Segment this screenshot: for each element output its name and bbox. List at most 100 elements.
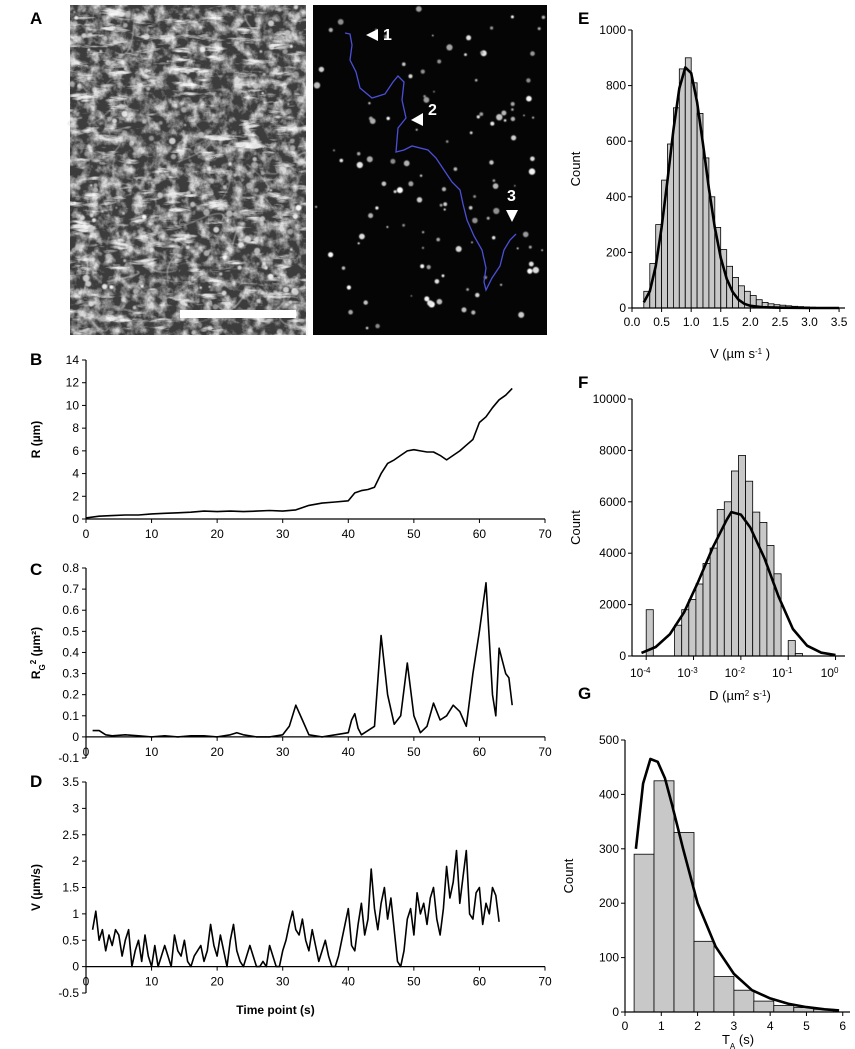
chart-d-velocity: -0.5 0 0.5 1 1.5 2 2.5 3 3.5 0 10 20 30 40 50 60 70 V (µm… (29, 775, 552, 1017)
y-tick-label: 2.5 (62, 828, 79, 842)
x-tick-label: 40 (342, 745, 356, 759)
fit-curve (641, 510, 836, 657)
y-tick-label: 10000 (593, 392, 627, 406)
x-tick-label: 20 (210, 975, 224, 989)
x-tick-label: 2.0 (742, 315, 759, 329)
scale-bar (180, 310, 296, 318)
y-tick-label: 300 (599, 842, 619, 856)
chart-e-velocity-histogram: 0 200 400 600 800 1000 0.0 0.5 1.0 1.5 2.0 2.5 3.0 3.… (568, 23, 848, 361)
x-tick-label: 50 (407, 745, 421, 759)
track-marker-1: 1 (383, 27, 392, 44)
y-tick-label: 0.8 (62, 561, 79, 575)
y-axis-label: V (µm/s) (29, 864, 43, 911)
chart-g-dwell-histogram: 0 100 200 300 400 500 0 1 2 3 4 5 6 Count TA (s) (561, 733, 850, 1049)
histogram-bar (738, 455, 746, 657)
y-axis-label: R (µm) (29, 421, 43, 459)
histogram-bar (653, 780, 675, 1013)
y-axis-label: RG2 (µm²) (29, 627, 47, 679)
x-tick-label: 20 (210, 527, 224, 541)
x-tick-label: 10-4 (630, 666, 651, 681)
histogram-bar (673, 107, 680, 309)
track-marker-3-arrow (506, 210, 518, 222)
x-tick-label: 1 (658, 1019, 665, 1033)
histogram-bar (673, 832, 695, 1013)
y-tick-label: 0.7 (62, 582, 79, 596)
y-tick-label: 4 (72, 467, 79, 481)
x-tick-label: 10 (145, 745, 159, 759)
y-tick-label: 0 (612, 1005, 619, 1019)
y-tick-label: 0 (72, 960, 79, 974)
histogram-bar (733, 989, 755, 1013)
y-axis-label: Count (568, 151, 583, 186)
x-tick-label: 20 (210, 745, 224, 759)
x-tick-label: 10 (145, 975, 159, 989)
panel-label-f: F (578, 373, 588, 392)
x-tick-label: 60 (473, 975, 487, 989)
y-tick-label: 1.5 (62, 881, 79, 895)
y-tick-label: 0 (72, 512, 79, 526)
y-tick-label: 200 (599, 896, 619, 910)
histogram-bar (745, 480, 754, 657)
histogram-bar (759, 522, 768, 657)
x-tick-label: 30 (276, 975, 290, 989)
y-axis-label: Count (568, 510, 583, 545)
x-axis-label: D (µm2 s-1) (709, 688, 771, 703)
x-tick-label: 4 (767, 1019, 774, 1033)
x-tick-label: 0 (622, 1019, 629, 1033)
y-tick-label: 500 (599, 733, 619, 747)
x-tick-label: 0 (83, 745, 90, 759)
panel-label-g: G (578, 684, 591, 703)
y-tick-label: 0.5 (62, 933, 79, 947)
particle-track (344, 32, 517, 292)
x-tick-label: 3.0 (801, 315, 818, 329)
panel-label-c: C (30, 560, 42, 579)
chart-b-displacement: 0 2 4 6 8 10 12 14 0 10 20 30 40 50 60 70 R (µm) (29, 353, 552, 541)
y-tick-label: -0.5 (58, 986, 79, 1000)
y-tick-label: 600 (606, 134, 626, 148)
x-tick-label: 30 (276, 527, 290, 541)
y-tick-label: -0.1 (58, 751, 79, 765)
x-tick-label: 1.5 (712, 315, 729, 329)
histogram-bar (702, 563, 711, 657)
y-tick-label: 14 (66, 353, 80, 367)
histogram-bar (633, 853, 655, 1013)
x-tick-label: 10-3 (677, 666, 698, 681)
track-marker-1-arrow (366, 29, 378, 41)
y-tick-label: 1000 (599, 23, 626, 37)
y-tick-label: 0.5 (62, 624, 79, 638)
y-tick-label: 3.5 (62, 775, 79, 789)
x-tick-label: 10-1 (772, 666, 793, 681)
x-tick-label: 10-2 (725, 666, 746, 681)
x-tick-label: 100 (821, 666, 839, 681)
y-tick-label: 0 (619, 301, 626, 315)
x-tick-label: 40 (342, 975, 356, 989)
series-line-r (85, 387, 513, 519)
panel-label-a: A (30, 9, 42, 28)
y-tick-label: 0.1 (62, 709, 79, 723)
histogram-bar (695, 583, 704, 657)
y-tick-label: 10 (66, 398, 80, 412)
y-tick-label: 1 (72, 907, 79, 921)
histogram-bar (731, 470, 739, 657)
x-tick-label: 60 (473, 527, 487, 541)
series-line-v (91, 849, 500, 968)
x-tick-label: 2.5 (772, 315, 789, 329)
histogram-bar (690, 82, 698, 309)
y-tick-label: 2 (72, 489, 79, 503)
y-tick-label: 0 (72, 730, 79, 744)
histogram-bar (688, 599, 697, 657)
x-tick-label: 0 (83, 527, 90, 541)
y-tick-label: 0.6 (62, 603, 79, 617)
x-tick-label: 50 (407, 975, 421, 989)
y-tick-label: 2000 (599, 598, 626, 612)
panel-label-b: B (30, 350, 42, 369)
y-tick-label: 0.2 (62, 688, 79, 702)
histogram-bar (684, 57, 692, 309)
y-tick-label: 3 (72, 801, 79, 815)
y-tick-label: 4000 (599, 546, 626, 560)
y-tick-label: 400 (606, 190, 626, 204)
y-tick-label: 0.4 (62, 645, 79, 659)
x-tick-label: 0.5 (653, 315, 670, 329)
x-tick-label: 60 (473, 745, 487, 759)
